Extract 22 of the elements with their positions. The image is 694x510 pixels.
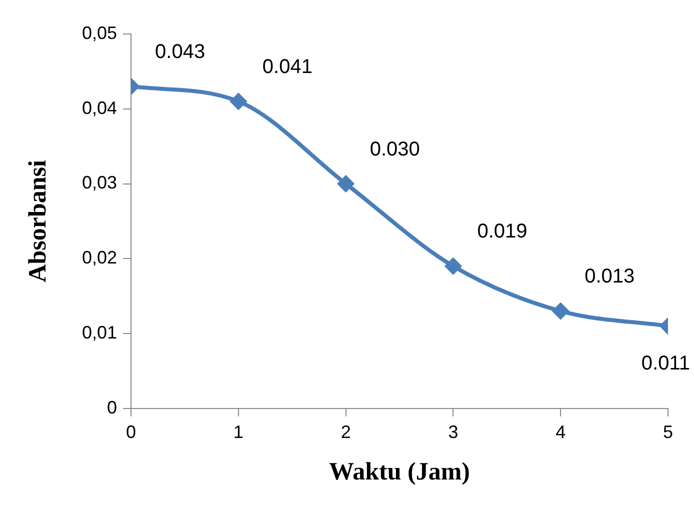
x-tick-label: 3 (448, 422, 458, 442)
y-tick-label: 0,01 (82, 322, 118, 342)
data-label: 0.030 (370, 138, 420, 160)
data-label: 0.019 (477, 220, 528, 243)
x-tick-label: 5 (662, 422, 674, 442)
y-tick-label: 0,05 (82, 22, 118, 43)
x-tick-label: 0 (126, 422, 136, 442)
y-tick-label: 0 (107, 397, 118, 418)
x-tick-label: 2 (340, 422, 351, 442)
x-tick-label: 1 (233, 422, 244, 442)
point (445, 258, 462, 274)
data-label: 0.011 (641, 352, 690, 375)
x-axis-title: Waktu (Jam) (329, 458, 470, 486)
data-label: 0.041 (262, 56, 312, 78)
y-axis-title: Absorbansi (24, 160, 52, 282)
data-label: 0.043 (155, 40, 206, 63)
y-tick-label: 0,04 (82, 98, 118, 118)
data-label: 0.013 (584, 266, 635, 288)
point (338, 176, 354, 192)
x-tick-label: 4 (556, 422, 566, 442)
y-tick-label: 0,02 (82, 248, 118, 268)
y-tick-label: 0,03 (82, 172, 118, 193)
